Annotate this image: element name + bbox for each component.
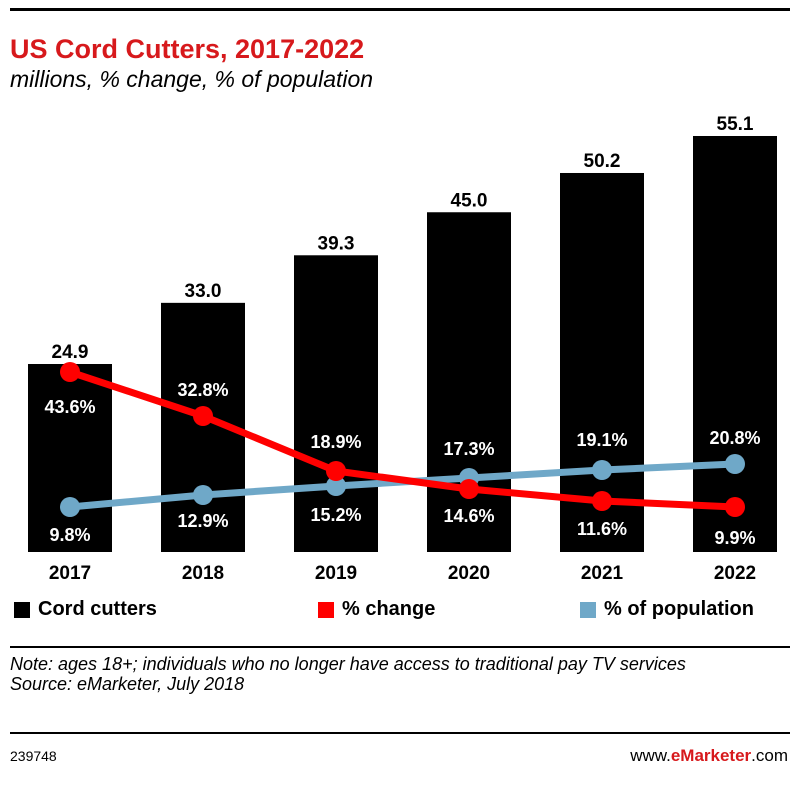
label-pct-population: 20.8%: [709, 428, 760, 448]
point-pct-population: [60, 497, 80, 517]
x-tick-label: 2019: [315, 563, 357, 584]
legend-item-pct-population: % of population: [580, 598, 754, 621]
label-pct-change: 9.9%: [714, 528, 755, 548]
point-pct-population: [592, 460, 612, 480]
bar-2022: [693, 135, 777, 552]
legend: Cord cutters % change % of population: [0, 598, 800, 628]
label-pct-population: 9.8%: [49, 525, 90, 545]
label-pct-change: 14.6%: [443, 506, 494, 526]
x-tick-label: 2021: [581, 563, 624, 584]
brand-suffix: .com: [751, 746, 788, 765]
brand-link[interactable]: www.eMarketer.com: [630, 746, 788, 766]
legend-swatch-cord-cutters: [14, 601, 30, 618]
x-tick-label: 2022: [714, 563, 756, 584]
label-pct-change: 43.6%: [44, 397, 95, 417]
label-pct-population: 17.3%: [443, 439, 494, 459]
bar-value-label: 45.0: [451, 190, 488, 211]
divider-note: [10, 646, 790, 648]
legend-item-cord-cutters: Cord cutters: [14, 598, 157, 621]
x-tick-label: 2017: [49, 563, 91, 584]
legend-item-pct-change: % change: [318, 598, 435, 621]
legend-swatch-pct-change: [318, 601, 334, 618]
bar-value-label: 33.0: [185, 281, 222, 302]
bar-2017: [28, 364, 112, 552]
brand-prefix: www.: [630, 746, 671, 765]
legend-label-cord-cutters: Cord cutters: [38, 598, 157, 620]
label-pct-population: 12.9%: [177, 511, 228, 531]
note-text: Note: ages 18+; individuals who no longe…: [10, 654, 686, 674]
bar-value-label: 24.9: [52, 342, 89, 363]
divider-footer: [10, 732, 790, 734]
bar-2019: [294, 255, 378, 552]
point-pct-change: [725, 497, 745, 517]
bar-value-label: 39.3: [318, 233, 355, 254]
chart-area: 24.9 2017 33.0 2018 39.3 2019 45.0 2020 50.2 2021…: [28, 114, 777, 584]
label-pct-change: 32.8%: [177, 380, 228, 400]
label-pct-population: 15.2%: [310, 505, 361, 525]
bar-2020: [427, 212, 511, 552]
top-rule: [10, 8, 790, 11]
point-pct-change: [193, 406, 213, 426]
point-pct-population: [193, 485, 213, 505]
point-pct-population: [326, 476, 346, 496]
chart-title: US Cord Cutters, 2017-2022: [10, 34, 365, 64]
point-pct-change: [60, 362, 80, 382]
bar-value-label: 55.1: [717, 114, 754, 135]
label-pct-change: 11.6%: [577, 519, 627, 539]
x-tick-label: 2020: [448, 563, 490, 584]
point-pct-change: [592, 491, 612, 511]
chart-subtitle: millions, % change, % of population: [10, 66, 374, 92]
brand-name: eMarketer: [670, 746, 752, 765]
chart-id: 239748: [10, 748, 57, 764]
label-pct-population: 19.1%: [576, 430, 627, 450]
source-text: Source: eMarketer, July 2018: [10, 674, 245, 694]
bar-2021: [560, 172, 644, 553]
legend-label-pct-population: % of population: [604, 598, 754, 620]
point-pct-change: [459, 479, 479, 499]
x-tick-label: 2018: [182, 563, 224, 584]
point-pct-change: [326, 461, 346, 481]
chart-note: Note: ages 18+; individuals who no longe…: [10, 654, 790, 694]
label-pct-change: 18.9%: [310, 432, 361, 452]
legend-label-pct-change: % change: [342, 598, 436, 620]
bar-value-label: 50.2: [584, 151, 621, 172]
point-pct-population: [725, 454, 745, 474]
line-pct-change: [66, 368, 739, 511]
legend-swatch-pct-population: [580, 601, 596, 618]
